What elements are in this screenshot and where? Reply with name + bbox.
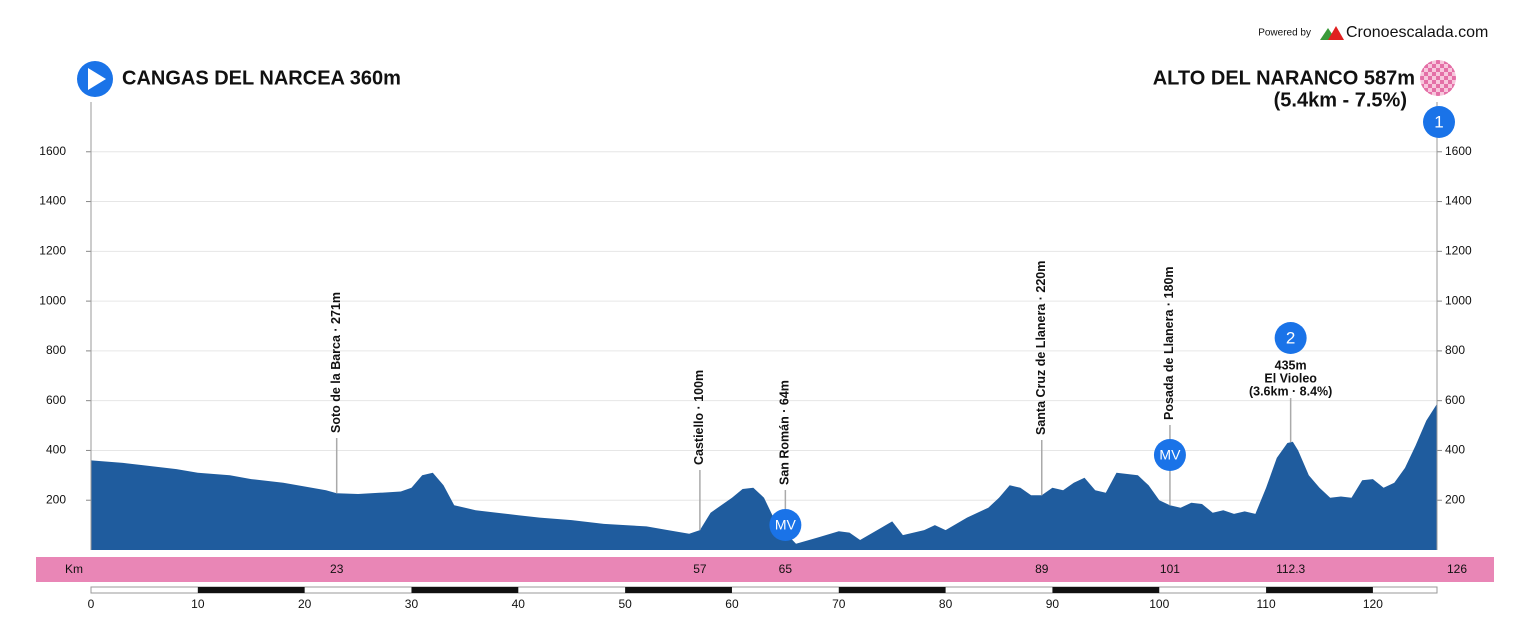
y-tick-label: 200 [46, 492, 66, 506]
y2-tick-label: 400 [1445, 443, 1465, 457]
x-tick-label: 40 [512, 597, 526, 611]
y2-tick-label: 800 [1445, 343, 1465, 357]
y2-tick-label: 200 [1445, 492, 1465, 506]
mv-marker [1153, 439, 1186, 471]
x-tick-label: 80 [939, 597, 953, 611]
y-tick-label: 800 [46, 343, 66, 357]
km-label: 112.3 [1276, 562, 1305, 576]
km-label: 101 [1160, 562, 1180, 576]
climb-detail: (3.6km · 8.4%) [1249, 384, 1332, 398]
waypoint-label: Soto de la Barca · 271m [329, 292, 343, 433]
x-tick-label: 100 [1149, 597, 1169, 611]
finish-flag [1420, 60, 1456, 96]
x-scale-segment [1266, 587, 1373, 593]
x-tick-label: 120 [1363, 597, 1383, 611]
climb-elevation: 435m [1275, 358, 1307, 372]
km-label: 65 [779, 562, 793, 576]
km-label: 126 [1447, 562, 1467, 576]
brand-logo [1320, 26, 1344, 40]
elevation-area [91, 403, 1437, 550]
x-tick-label: 70 [832, 597, 846, 611]
x-tick-label: 60 [725, 597, 739, 611]
x-scale [90, 586, 1438, 594]
km-band-label: Km [65, 562, 83, 576]
finish-marker [1423, 106, 1455, 138]
x-tick-label: 30 [405, 597, 419, 611]
x-scale-segment [625, 587, 732, 593]
waypoint-label: Santa Cruz de Llanera · 220m [1034, 261, 1048, 435]
y-tick-label: 1000 [39, 293, 66, 307]
start-icon [77, 61, 113, 97]
km-band [36, 557, 1494, 582]
x-tick-label: 110 [1257, 597, 1276, 611]
y2-tick-label: 1000 [1445, 293, 1472, 307]
finish-marker-label: 1 [1434, 112, 1443, 131]
x-tick-label: 10 [191, 597, 205, 611]
km-label: 23 [330, 562, 344, 576]
km-label: 89 [1035, 562, 1049, 576]
x-scale-segment [838, 587, 946, 593]
finish-label: ALTO DEL NARANCO 587m [1153, 67, 1415, 89]
y-tick-label: 1400 [39, 194, 66, 208]
km-label: 57 [693, 562, 707, 576]
powered-by: Powered by [1258, 28, 1311, 39]
finish-detail: (5.4km - 7.5%) [1274, 89, 1407, 111]
x-tick-label: 50 [618, 597, 632, 611]
y-tick-label: 1600 [39, 144, 66, 158]
y-tick-label: 1200 [39, 244, 66, 258]
waypoint-label: Posada de Llanera · 180m [1162, 266, 1176, 420]
x-scale-segment [1052, 587, 1160, 593]
waypoint-label: San Román · 64m [778, 380, 792, 485]
mv-marker-label: MV [775, 517, 797, 533]
y2-tick-label: 1200 [1445, 244, 1472, 258]
start-label: CANGAS DEL NARCEA 360m [122, 67, 401, 89]
mv-marker [769, 509, 802, 541]
y-tick-label: 400 [46, 443, 66, 457]
mv-marker-label: MV [1159, 447, 1181, 463]
x-scale-segment [411, 587, 519, 593]
x-tick-label: 90 [1046, 597, 1060, 611]
y2-tick-label: 600 [1445, 393, 1465, 407]
climb-name: El Violeo [1264, 371, 1317, 385]
brand: Cronoescalada.com [1346, 24, 1488, 41]
climb-marker-label: 2 [1286, 328, 1295, 347]
climb-marker [1274, 322, 1307, 354]
y2-tick-label: 1600 [1445, 144, 1472, 158]
y-tick-label: 600 [46, 393, 66, 407]
x-tick-label: 20 [298, 597, 312, 611]
waypoint-label: Castiello · 100m [692, 370, 706, 465]
x-tick-label: 0 [88, 597, 95, 611]
y2-tick-label: 1400 [1445, 194, 1472, 208]
x-scale-segment [197, 587, 305, 593]
